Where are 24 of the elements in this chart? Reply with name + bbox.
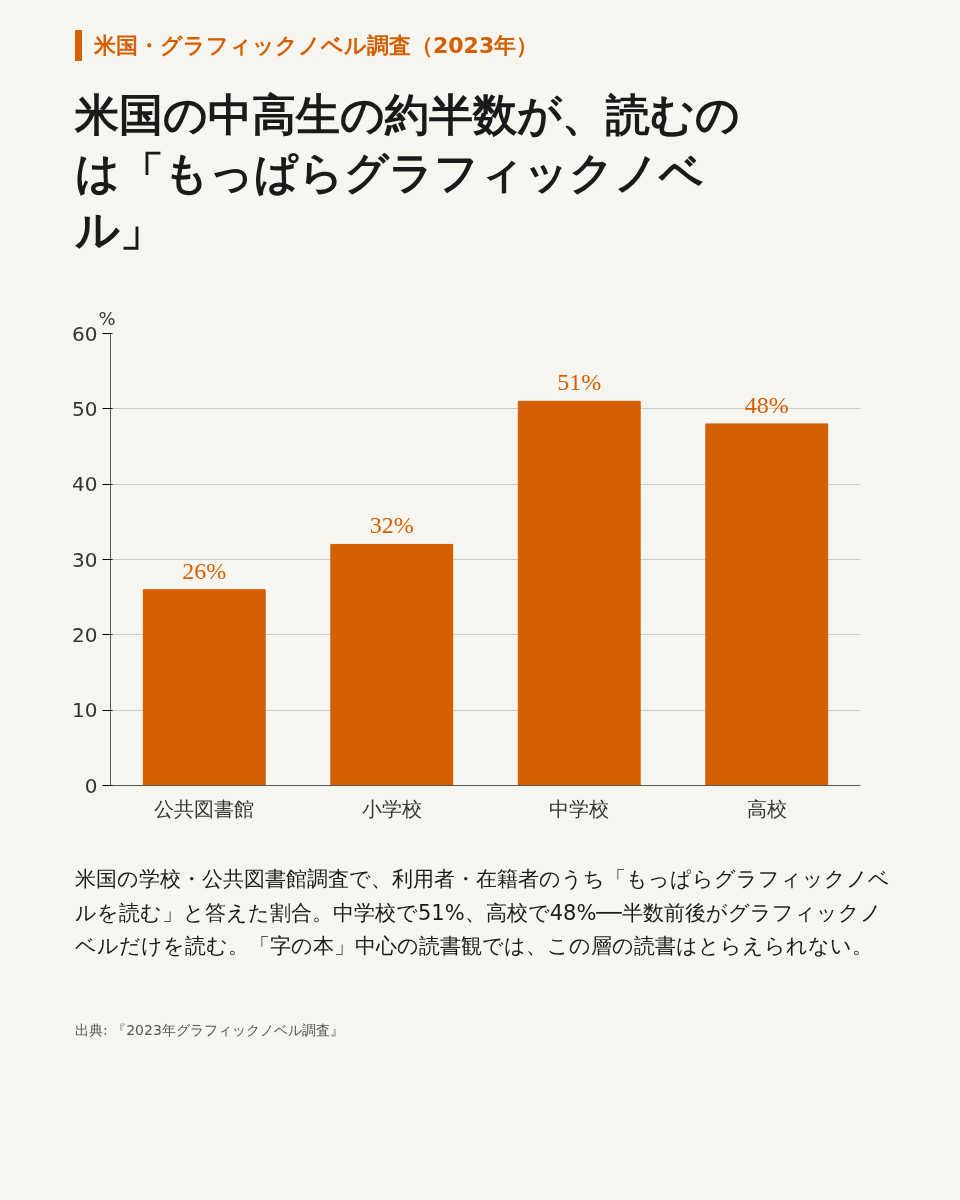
y-tick-label: 20 (72, 622, 98, 647)
text: 米国の学校・公共図書館調査で、利用者・在籍者のうち「もっぱらグラフィックノベルを読む」と答えた割合。中学校で51%、高校で48%──半数前後がグラフィックノベルだけを読む。「字の本」中心の読書観では、この層の読書はとらえられない。 (75, 866, 891, 961)
bar (330, 543, 454, 786)
data-label: 51% (557, 369, 602, 396)
x-tick-label: 公共図書館 (154, 796, 255, 821)
y-tick-label: 10 (72, 698, 98, 723)
bar (142, 589, 266, 786)
x-tick-label: 高校 (746, 796, 787, 821)
y-axis-title: % (98, 307, 116, 329)
y-tick-label: 40 (72, 472, 98, 497)
bar (705, 423, 829, 786)
chart-title: 米国の中高生の約半数が、読むのは「もっぱらグラフィックノベル」 (75, 88, 741, 257)
data-label: 48% (744, 391, 789, 418)
bar (517, 400, 641, 786)
source-note: 出典: 『2023年グラフィックノベル調査』 (75, 1020, 344, 1040)
x-tick-label: 小学校 (361, 796, 422, 821)
chart-subtitle: 米国・グラフィックノベル調査（2023年） (94, 32, 539, 60)
x-tick-label: 中学校 (549, 796, 610, 821)
y-tick-label: 50 (72, 396, 98, 421)
data-label: 32% (369, 512, 414, 539)
y-tick-label: 60 (72, 321, 98, 346)
y-tick-label: 30 (72, 547, 98, 572)
data-label: 26% (182, 557, 227, 584)
y-tick-label: 0 (84, 773, 98, 798)
